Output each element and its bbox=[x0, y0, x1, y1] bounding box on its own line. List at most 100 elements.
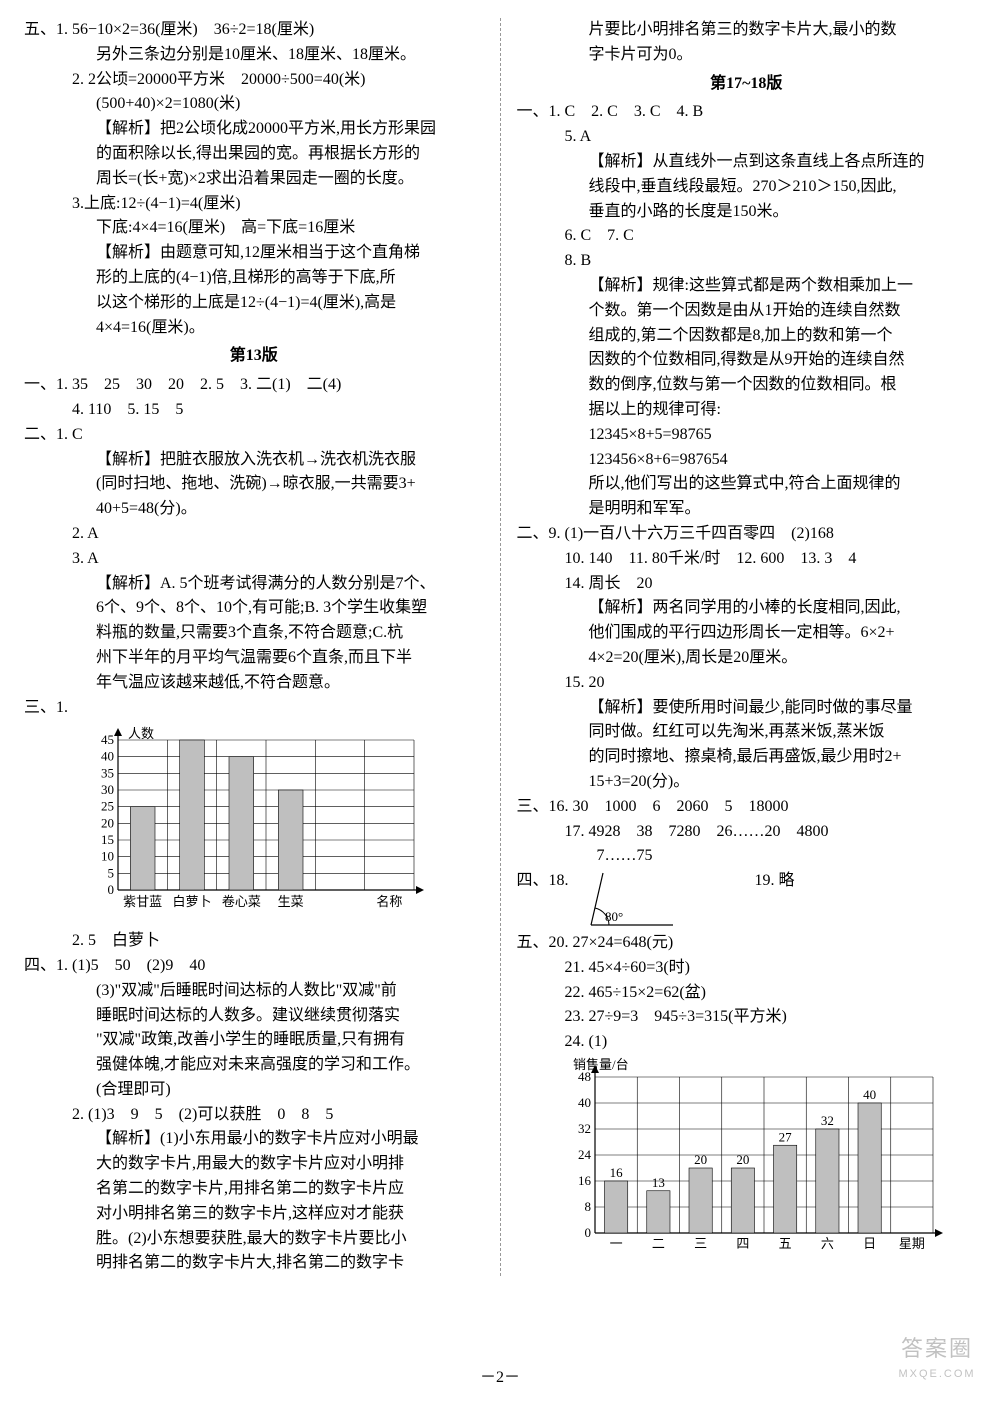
s13-2-q3-e3: 料瓶的数量,只需要3个直条,不符合题意;C.杭 bbox=[24, 621, 484, 646]
sec5-q2-l1: 2. 2公顷=20000平方米 20000÷500=40(米) bbox=[24, 68, 484, 93]
svg-text:一: 一 bbox=[609, 1236, 622, 1251]
s13-4-q2-l1: 2. (1)3 9 5 (2)可以获胜 0 8 5 bbox=[24, 1103, 484, 1128]
s13-4-q1-l1: 四、1. (1)5 50 (2)9 40 bbox=[24, 954, 484, 979]
s13-2-q3-e1: 【解析】A. 5个班考试得满分的人数分别是7个、 bbox=[24, 572, 484, 597]
svg-text:5: 5 bbox=[108, 866, 115, 881]
carry-l1: 片要比小明排名第三的数字卡片大,最小的数 bbox=[517, 18, 977, 43]
s13-4-q1-l4: "双减"政策,改善小学生的睡眠质量,只有拥有 bbox=[24, 1028, 484, 1053]
svg-text:日: 日 bbox=[863, 1236, 876, 1251]
svg-text:35: 35 bbox=[101, 766, 114, 781]
svg-text:0: 0 bbox=[584, 1225, 591, 1240]
s13-4-q2-e5: 胜。(2)小东想要获胜,最大的数字卡片要比小 bbox=[24, 1227, 484, 1252]
svg-text:40: 40 bbox=[863, 1087, 876, 1102]
s1-q5-l1: 5. A bbox=[517, 125, 977, 150]
vegetable-chart: 051015202530354045人数紫甘蓝白萝卜卷心菜生菜名称 bbox=[24, 724, 484, 923]
s3-l2: 17. 4928 38 7280 26……20 4800 bbox=[517, 820, 977, 845]
svg-text:20: 20 bbox=[736, 1152, 749, 1167]
sec5-q2-l2: (500+40)×2=1080(米) bbox=[24, 92, 484, 117]
svg-text:五: 五 bbox=[778, 1236, 791, 1251]
s13-3-q2: 2. 5 白萝卜 bbox=[24, 929, 484, 954]
page-number: －2－ bbox=[0, 1366, 1000, 1391]
s1-q8-e8: 123456×8+6=987654 bbox=[517, 448, 977, 473]
s2-q15-l1: 15. 20 bbox=[517, 671, 977, 696]
svg-text:13: 13 bbox=[651, 1175, 664, 1190]
s13-1-l1: 一、1. 35 25 30 20 2. 5 3. 二(1) 二(4) bbox=[24, 373, 484, 398]
svg-text:10: 10 bbox=[101, 849, 114, 864]
section-17-18-title: 第17~18版 bbox=[517, 72, 977, 97]
s3-l1: 三、16. 30 1000 6 2060 5 18000 bbox=[517, 795, 977, 820]
sec5-q3-e1: 【解析】由题意可知,12厘米相当于这个直角梯 bbox=[24, 241, 484, 266]
svg-text:30: 30 bbox=[101, 782, 114, 797]
s3-l3: 7……75 bbox=[517, 844, 977, 869]
s13-4-q1-l2: (3)"双减"后睡眠时间达标的人数比"双减"前 bbox=[24, 979, 484, 1004]
s13-2-q1-e1: 【解析】把脏衣服放入洗衣机→洗衣机洗衣服 bbox=[24, 448, 484, 473]
s13-1-l2: 4. 110 5. 15 5 bbox=[24, 398, 484, 423]
s1-q5-e3: 垂直的小路的长度是150米。 bbox=[517, 200, 977, 225]
s13-4-q2-e6: 明排名第二的数字卡片大,排名第二的数字卡 bbox=[24, 1251, 484, 1276]
s13-2-q3-e2: 6个、9个、8个、10个,有可能;B. 3个学生收集塑 bbox=[24, 596, 484, 621]
svg-text:六: 六 bbox=[820, 1236, 833, 1251]
svg-text:15: 15 bbox=[101, 832, 114, 847]
left-column: 五、1. 56−10×2=36(厘米) 36÷2=18(厘米) 另外三条边分别是… bbox=[24, 18, 500, 1276]
svg-text:星期: 星期 bbox=[898, 1236, 924, 1251]
sec5-q3-l2: 下底:4×4=16(厘米) 高=下底=16厘米 bbox=[24, 216, 484, 241]
watermark-line1: 答案圈 bbox=[892, 1332, 982, 1366]
s2-q15-e3: 的同时擦地、擦桌椅,最后再盛饭,最少用时2+ bbox=[517, 745, 977, 770]
svg-text:0: 0 bbox=[108, 882, 115, 897]
s13-2-q1-l1: 二、1. C bbox=[24, 423, 484, 448]
s13-3-label: 三、1. bbox=[24, 696, 484, 721]
s4-label: 四、18. bbox=[517, 869, 569, 894]
s1-q8-e3: 组成的,第二个因数都是8,加上的数和第一个 bbox=[517, 324, 977, 349]
svg-text:20: 20 bbox=[694, 1152, 707, 1167]
svg-text:32: 32 bbox=[820, 1113, 833, 1128]
s1-q8-e2: 个数。第一个因数是由从1开始的连续自然数 bbox=[517, 299, 977, 324]
svg-text:16: 16 bbox=[609, 1165, 623, 1180]
s5r-l5: 24. (1) bbox=[517, 1030, 977, 1055]
section-13-title: 第13版 bbox=[24, 344, 484, 369]
s2-q15-e2: 同时做。红红可以先淘米,再蒸米饭,蒸米饭 bbox=[517, 720, 977, 745]
s1-q8-l1: 8. B bbox=[517, 249, 977, 274]
sec5-q3-l1: 3.上底:12÷(4−1)=4(厘米) bbox=[24, 192, 484, 217]
svg-text:20: 20 bbox=[101, 816, 114, 831]
s1-q8-e6: 据以上的规律可得: bbox=[517, 398, 977, 423]
svg-text:40: 40 bbox=[101, 749, 114, 764]
svg-text:白萝卜: 白萝卜 bbox=[172, 894, 211, 909]
svg-text:25: 25 bbox=[101, 799, 114, 814]
s2-q15-e4: 15+3=20(分)。 bbox=[517, 770, 977, 795]
s13-4-q1-l3: 睡眠时间达标的人数多。建议继续贯彻落实 bbox=[24, 1004, 484, 1029]
s1-q5-e2: 线段中,垂直线段最短。270＞210＞150,因此, bbox=[517, 175, 977, 200]
s13-4-q1-l5: 强健体魄,才能应对未来高强度的学习和工作。 bbox=[24, 1053, 484, 1078]
s1-q5-e1: 【解析】从直线外一点到这条直线上各点所连的 bbox=[517, 150, 977, 175]
s1-l3: 6. C 7. C bbox=[517, 224, 977, 249]
s2-l2: 10. 140 11. 80千米/时 12. 600 13. 3 4 bbox=[517, 547, 977, 572]
sec5-q2-e3: 周长=(长+宽)×2求出沿着果园走一圈的长度。 bbox=[24, 167, 484, 192]
s1-l1: 一、1. C 2. C 3. C 4. B bbox=[517, 100, 977, 125]
sec5-q2-e2: 的面积除以长,得出果园的宽。再根据长方形的 bbox=[24, 142, 484, 167]
svg-text:45: 45 bbox=[101, 732, 114, 747]
svg-text:卷心菜: 卷心菜 bbox=[222, 894, 261, 909]
svg-text:四: 四 bbox=[736, 1236, 749, 1251]
sec5-q3-e3: 以这个梯形的上底是12÷(4−1)=4(厘米),高是 bbox=[24, 291, 484, 316]
s13-2-q3-e4: 州下半年的月平均气温需要6个直条,而且下半 bbox=[24, 646, 484, 671]
s1-q8-e1: 【解析】规律:这些算式都是两个数相乘加上一 bbox=[517, 274, 977, 299]
s13-2-q3-e5: 年气温应该越来越低,不符合题意。 bbox=[24, 671, 484, 696]
s13-2-q1-e2: (同时扫地、拖地、洗碗)→晾衣服,一共需要3+ bbox=[24, 472, 484, 497]
svg-text:二: 二 bbox=[651, 1236, 664, 1251]
s1-q8-e5: 数的倒序,位数与第一个因数的位数相同。根 bbox=[517, 373, 977, 398]
s1-q8-e4: 因数的个位数相同,得数是从9开始的连续自然 bbox=[517, 348, 977, 373]
sec5-q3-e2: 形的上底的(4−1)倍,且梯形的高等于下底,所 bbox=[24, 266, 484, 291]
carry-l2: 字卡片可为0。 bbox=[517, 43, 977, 68]
s13-2-q3-l1: 3. A bbox=[24, 547, 484, 572]
svg-text:27: 27 bbox=[778, 1129, 792, 1144]
s5r-l4: 23. 27÷9=3 945÷3=315(平方米) bbox=[517, 1005, 977, 1030]
sec5-q1-l1: 五、1. 56−10×2=36(厘米) 36÷2=18(厘米) bbox=[24, 18, 484, 43]
s13-4-q1-l6: (合理即可) bbox=[24, 1078, 484, 1103]
s13-2-q2: 2. A bbox=[24, 522, 484, 547]
s13-4-q2-e2: 大的数字卡片,用最大的数字卡片应对小明排 bbox=[24, 1152, 484, 1177]
svg-text:16: 16 bbox=[578, 1173, 592, 1188]
sales-chart: 081624324048销售量/台16一13二20三20四27五32六40日星期 bbox=[517, 1055, 977, 1264]
sec5-q3-e4: 4×4=16(厘米)。 bbox=[24, 316, 484, 341]
svg-text:人数: 人数 bbox=[128, 726, 154, 741]
s5r-l1: 五、20. 27×24=648(元) bbox=[517, 931, 977, 956]
right-column: 片要比小明排名第三的数字卡片大,最小的数 字卡片可为0。 第17~18版 一、1… bbox=[501, 18, 977, 1276]
